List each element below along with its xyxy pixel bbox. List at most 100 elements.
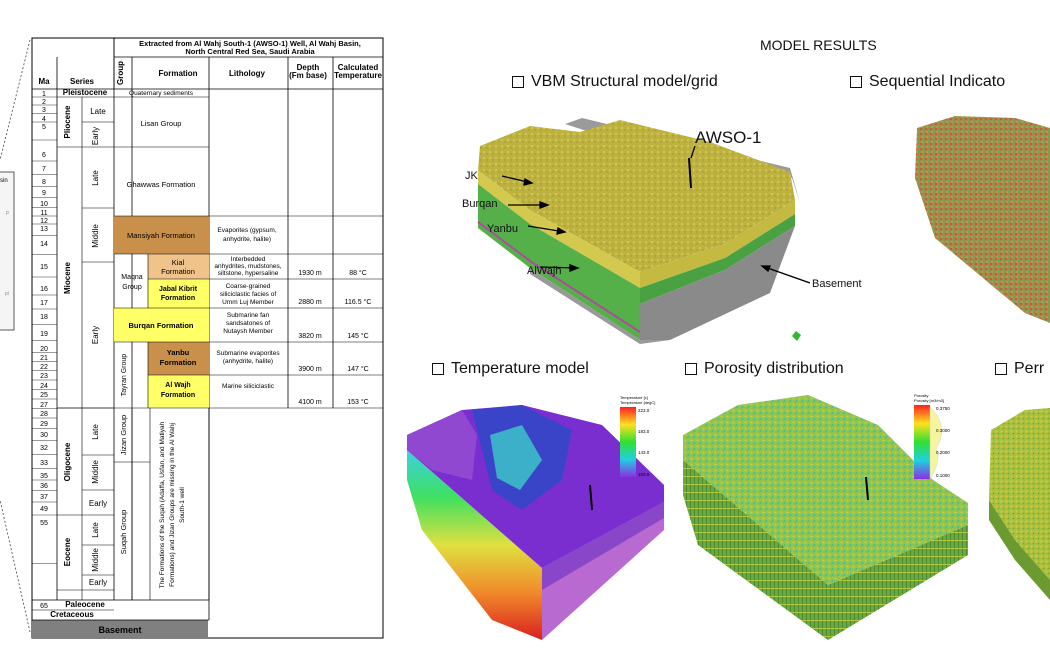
ma-value: 16: [40, 286, 48, 293]
sub-middle-miocene: Middle: [91, 224, 100, 248]
fm-ghawwas: Ghawwas Formation: [127, 180, 196, 189]
header-ma: Ma: [38, 77, 50, 86]
ma-value: 37: [40, 494, 48, 501]
svg-text:Nutaysh Member: Nutaysh Member: [223, 328, 273, 335]
ma-value: 17: [40, 300, 48, 307]
ma-value: 13: [40, 226, 48, 233]
temp-1: 88 °C: [349, 269, 367, 277]
ma-value: 19: [40, 331, 48, 338]
poro-legend-title: Porosity: [914, 393, 928, 398]
basement-fill: [32, 620, 208, 638]
checkbox-icon: [995, 363, 1007, 375]
ma-value: 32: [40, 445, 48, 452]
group-suqah: Suqah Group: [119, 510, 128, 555]
ma-value: 28: [40, 411, 48, 418]
ma-value: 15: [40, 264, 48, 271]
epoch-miocene: Miocene: [63, 261, 72, 294]
ma-value: 12: [40, 218, 48, 225]
burqan-fill: [114, 308, 209, 342]
section-temperature-label: Temperature model: [451, 360, 589, 377]
svg-text:Evaporites (gypsum,: Evaporites (gypsum,: [217, 227, 276, 234]
svg-text:Kial: Kial: [172, 258, 185, 267]
svg-text:Submarine fan: Submarine fan: [227, 312, 270, 319]
section-vbm: VBM Structural model/grid: [512, 73, 718, 91]
section-perm: Perr: [995, 360, 1044, 378]
ma-value: 29: [40, 421, 48, 428]
header-group: Group: [116, 61, 125, 85]
ma-value: 9: [42, 190, 46, 197]
kial-fill: [148, 254, 209, 279]
porosity-model: [683, 395, 968, 640]
label-awso: AWSO-1: [695, 128, 762, 147]
sequential-model: [915, 116, 1050, 323]
ma-value: 3: [42, 107, 46, 114]
ma-value: 36: [40, 483, 48, 490]
poro-tick-2: 0.3000: [936, 428, 950, 433]
svg-text:Formation: Formation: [161, 267, 195, 276]
checkbox-icon: [432, 363, 444, 375]
alwajh-fill: [148, 375, 209, 408]
sub-late-pliocene: Late: [90, 107, 106, 116]
sub-late-eocene: Late: [91, 522, 100, 538]
header-series: Series: [70, 77, 95, 86]
fm-lisan: Lisan Group: [141, 119, 182, 128]
epoch-cretaceous: Cretaceous: [50, 610, 94, 619]
ma-value: 65: [40, 603, 48, 610]
svg-text:Submarine evaporites: Submarine evaporites: [216, 350, 280, 357]
svg-text:Jabal Kibrit: Jabal Kibrit: [159, 286, 198, 293]
temp-tick-2: 183.0: [638, 429, 650, 434]
epoch-paleocene: Paleocene: [65, 600, 105, 609]
section-perm-label: Perr: [1014, 360, 1045, 377]
ma-value: 6: [42, 152, 46, 159]
ma-value: 11: [40, 210, 47, 217]
ma-value: 23: [40, 373, 48, 380]
lith-alwajh: Marine siliciclastic: [222, 383, 275, 390]
left-fragment: sin p pi: [0, 39, 31, 633]
group-maqna-2: Group: [122, 284, 142, 291]
ma-value: 49: [40, 506, 48, 513]
ma-value: 24: [40, 383, 48, 390]
checkbox-icon: [685, 363, 697, 375]
sub-middle-oligocene: Middle: [91, 460, 100, 484]
fm-burqan: Burqan Formation: [129, 321, 194, 330]
group-tayran: Tayran Group: [121, 354, 128, 397]
group-jizan: Jizan Group: [119, 415, 128, 455]
chart-title-line2: North Central Red Sea, Saudi Arabia: [185, 47, 315, 56]
svg-text:South-1 well: South-1 well: [179, 487, 186, 523]
ma-value: 27: [40, 402, 48, 409]
temp-tick-3: 143.0: [638, 450, 650, 455]
ma-value: 33: [40, 460, 48, 467]
poro-legend-subtitle: Porosity [m3/m3]: [914, 398, 944, 403]
fragment-text-a: sin: [0, 178, 8, 184]
checkbox-icon: [850, 76, 862, 88]
sub-early-eocene: Early: [89, 578, 107, 587]
svg-text:Umm Luj Member: Umm Luj Member: [222, 299, 274, 306]
svg-text:Formations) and Jizan Groups a: Formations) and Jizan Groups are missing…: [169, 423, 176, 587]
epoch-pleistocene: Pleistocene: [63, 88, 108, 97]
group-maqna-1: Maqna: [121, 274, 143, 281]
fragment-text-c: pi: [5, 291, 9, 297]
section-sequential: Sequential Indicato: [850, 73, 1005, 91]
depth-5: 4100 m: [298, 399, 322, 406]
svg-text:Al Wajh: Al Wajh: [165, 382, 190, 389]
label-burqan: Burqan: [462, 198, 498, 210]
section-temperature: Temperature model: [432, 360, 589, 378]
temp-5: 153 °C: [347, 398, 368, 406]
stratigraphic-chart: Extracted from Al Wahj South-1 (AWSO-1) …: [31, 37, 384, 639]
temp-tick-4: 103.0: [638, 472, 650, 477]
svg-text:Coarse-grained: Coarse-grained: [226, 283, 271, 290]
temp-4: 147 °C: [347, 365, 368, 373]
depth-4: 3900 m: [298, 366, 322, 373]
fragment-text-b: p: [6, 210, 9, 216]
ma-value: 30: [40, 432, 48, 439]
temp-legend-subtitle: Temperature [degC]: [620, 400, 655, 405]
sub-early-oligocene: Early: [89, 499, 107, 508]
ma-value: 5: [42, 124, 46, 131]
ma-value: 2: [42, 99, 46, 106]
ma-value: 35: [40, 473, 48, 480]
temp-2: 116.5 °C: [345, 298, 372, 306]
svg-text:anhydrite, halite): anhydrite, halite): [223, 236, 271, 243]
mansiyah-fill: [114, 216, 209, 254]
depth-3: 3820 m: [298, 333, 322, 340]
ma-value: 55: [40, 520, 48, 527]
